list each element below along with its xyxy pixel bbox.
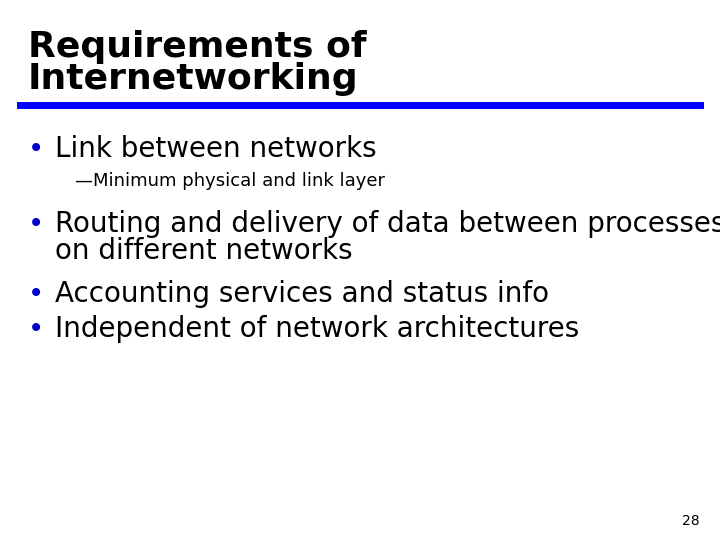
Text: Link between networks: Link between networks — [55, 135, 377, 163]
Text: —Minimum physical and link layer: —Minimum physical and link layer — [75, 172, 385, 190]
Text: Independent of network architectures: Independent of network architectures — [55, 315, 580, 343]
Text: Requirements of: Requirements of — [28, 30, 366, 64]
Text: •: • — [28, 280, 44, 308]
Text: •: • — [28, 315, 44, 343]
Text: Internetworking: Internetworking — [28, 62, 359, 96]
Text: •: • — [28, 210, 44, 238]
Text: Routing and delivery of data between processes: Routing and delivery of data between pro… — [55, 210, 720, 238]
Text: Accounting services and status info: Accounting services and status info — [55, 280, 549, 308]
Text: on different networks: on different networks — [55, 237, 353, 265]
Text: 28: 28 — [683, 514, 700, 528]
Text: •: • — [28, 135, 44, 163]
